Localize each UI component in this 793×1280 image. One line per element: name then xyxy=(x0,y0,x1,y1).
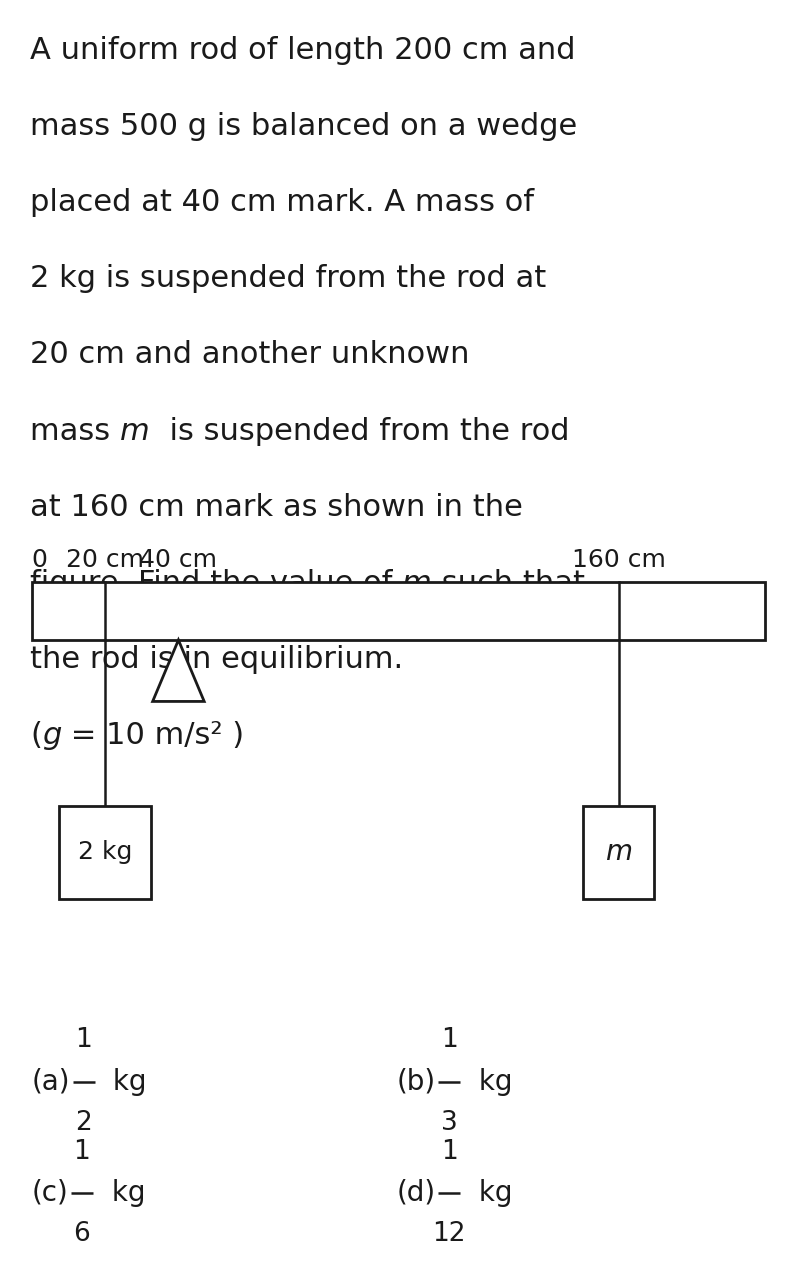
Text: g: g xyxy=(42,721,61,750)
Text: (a): (a) xyxy=(32,1068,71,1096)
Text: 1: 1 xyxy=(441,1139,458,1165)
Text: $m$: $m$ xyxy=(605,838,632,867)
Bar xyxy=(32,582,765,640)
Text: 1: 1 xyxy=(74,1139,90,1165)
Text: at 160 cm mark as shown in the: at 160 cm mark as shown in the xyxy=(30,493,523,522)
Text: 2: 2 xyxy=(75,1110,92,1135)
Text: (b): (b) xyxy=(396,1068,435,1096)
Text: A uniform rod of length 200 cm and: A uniform rod of length 200 cm and xyxy=(30,36,576,65)
Text: placed at 40 cm mark. A mass of: placed at 40 cm mark. A mass of xyxy=(30,188,534,218)
Text: 0: 0 xyxy=(32,548,48,572)
Text: kg: kg xyxy=(105,1068,147,1096)
Text: 12: 12 xyxy=(432,1221,465,1247)
Text: (: ( xyxy=(30,721,42,750)
Text: kg: kg xyxy=(102,1179,145,1207)
Text: mass: mass xyxy=(30,416,120,445)
Text: (c): (c) xyxy=(32,1179,68,1207)
Text: m: m xyxy=(120,416,150,445)
Text: such that: such that xyxy=(432,568,585,598)
Text: 160 cm: 160 cm xyxy=(572,548,665,572)
Text: 20 cm and another unknown: 20 cm and another unknown xyxy=(30,340,469,370)
Text: m: m xyxy=(402,568,432,598)
Text: the rod is in equilibrium.: the rod is in equilibrium. xyxy=(30,645,404,675)
Text: is suspended from the rod: is suspended from the rod xyxy=(150,416,569,445)
Text: 2 kg is suspended from the rod at: 2 kg is suspended from the rod at xyxy=(30,265,546,293)
Bar xyxy=(583,806,654,899)
Text: 6: 6 xyxy=(74,1221,90,1247)
Text: kg: kg xyxy=(469,1179,512,1207)
Text: 2 kg: 2 kg xyxy=(78,841,132,864)
Text: figure. Find the value of: figure. Find the value of xyxy=(30,568,402,598)
Text: 1: 1 xyxy=(441,1028,458,1053)
Text: 1: 1 xyxy=(75,1028,92,1053)
Text: 40 cm: 40 cm xyxy=(140,548,217,572)
Polygon shape xyxy=(152,640,205,701)
Text: (d): (d) xyxy=(396,1179,435,1207)
Text: mass 500 g is balanced on a wedge: mass 500 g is balanced on a wedge xyxy=(30,111,577,141)
Text: kg: kg xyxy=(469,1068,512,1096)
Text: 3: 3 xyxy=(441,1110,458,1135)
Bar xyxy=(59,806,151,899)
Text: = 10 m/s² ): = 10 m/s² ) xyxy=(61,721,244,750)
Text: 20 cm: 20 cm xyxy=(66,548,144,572)
